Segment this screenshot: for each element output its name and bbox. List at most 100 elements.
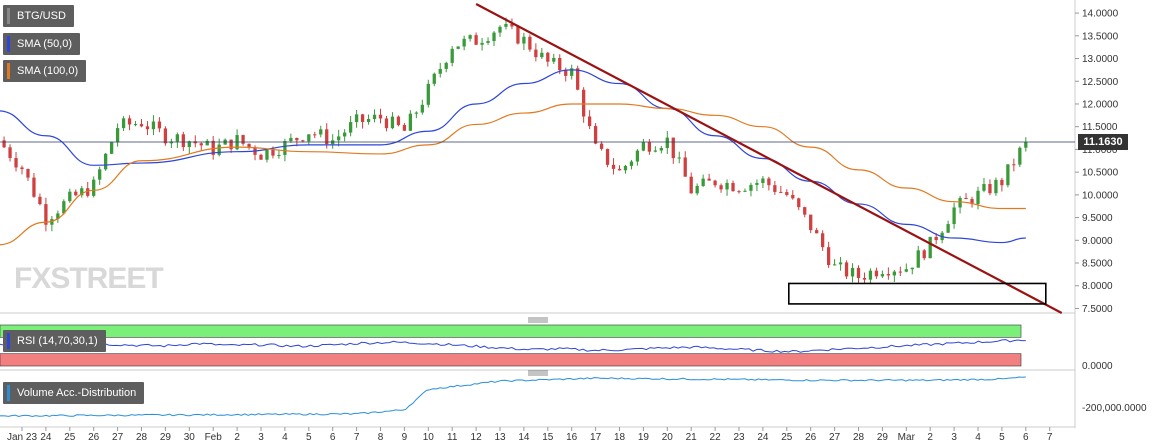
sma100-swatch [7, 63, 10, 79]
trendline [475, 3, 1063, 314]
x-tick-label: 2 [927, 432, 933, 443]
rsi-oversold-band [0, 353, 1022, 367]
sma100-legend[interactable]: SMA (100,0) [3, 60, 87, 82]
candle-body [8, 147, 12, 159]
candle-body [737, 191, 741, 193]
x-tick-label: 30 [184, 432, 196, 443]
x-tick-label: 20 [662, 432, 674, 443]
candle-body [617, 168, 622, 171]
x-tick-label: 27 [112, 432, 124, 443]
x-tick-label: 13 [494, 432, 506, 443]
candle-body [683, 157, 687, 177]
candle-body [337, 136, 341, 141]
candle-body [62, 201, 66, 214]
candle-body [402, 125, 407, 131]
candle-body [151, 121, 156, 130]
x-tick-label: 21 [686, 432, 698, 443]
candle-body [988, 183, 992, 194]
candle-body [516, 26, 520, 44]
candle-body [701, 178, 705, 186]
x-tick-label: 25 [64, 432, 76, 443]
candle-body [187, 141, 191, 148]
candle-body [982, 183, 986, 191]
candle-body [38, 196, 42, 205]
candle-body [468, 35, 472, 39]
sma50-legend[interactable]: SMA (50,0) [3, 33, 81, 55]
candle-body [665, 137, 669, 149]
candle-body [576, 68, 580, 90]
candle-body [127, 118, 132, 125]
x-tick-label: 4 [975, 432, 981, 443]
candle-body [761, 178, 765, 183]
y-tick-label: 13.0000 [1082, 54, 1119, 65]
candle-body [964, 197, 968, 200]
candle-body [946, 224, 950, 233]
x-tick-label: Jan 23 [7, 432, 37, 443]
candle-body [56, 213, 60, 220]
x-tick-label: 7 [1047, 432, 1053, 443]
x-tick-label: 24 [757, 432, 769, 443]
y-tick-label: 13.5000 [1082, 31, 1119, 42]
x-tick-label: 6 [1023, 432, 1029, 443]
candle-body [432, 73, 436, 84]
candle-body [832, 264, 837, 266]
x-tick-label: 8 [378, 432, 384, 443]
x-tick-label: 7 [354, 432, 360, 443]
candle-body [504, 23, 508, 27]
candle-body [1000, 179, 1004, 186]
x-tick-label: 4 [282, 432, 288, 443]
candle-body [952, 207, 956, 225]
candle-body [14, 158, 18, 168]
candle-body [892, 271, 896, 276]
candle-body [868, 270, 873, 280]
candle-body [677, 157, 681, 159]
candle-body [528, 36, 532, 50]
candle-body [277, 154, 281, 156]
x-tick-label: 26 [805, 432, 817, 443]
candle-body [92, 179, 96, 196]
x-tick-label: 5 [306, 432, 312, 443]
candle-body [157, 121, 162, 129]
candle-body [20, 167, 24, 170]
candle-body [898, 271, 902, 273]
candle-body [803, 207, 807, 215]
candle-body [641, 142, 646, 151]
candle-body [522, 36, 526, 44]
candle-body [874, 270, 879, 277]
y-tick-label: 14.0000 [1082, 9, 1119, 20]
rsi-tick-label: 0.0000 [1082, 361, 1113, 372]
candle-body [325, 129, 329, 145]
y-tick-label: 8.5000 [1082, 259, 1113, 270]
y-tick-label: 10.5000 [1082, 168, 1119, 179]
sma50-label: SMA (50,0) [17, 38, 73, 50]
candle-body [426, 83, 430, 105]
highlight-box [787, 282, 1047, 305]
volume-swatch [7, 385, 10, 401]
candle-body [307, 134, 311, 142]
candle-body [826, 247, 831, 266]
candle-body [886, 274, 891, 276]
candle-body [743, 190, 747, 192]
candle-body [175, 134, 179, 142]
x-tick-label: 10 [423, 432, 435, 443]
candle-body [360, 114, 365, 122]
rsi-legend[interactable]: RSI (14,70,30,1) [3, 330, 106, 352]
candle-body [372, 114, 377, 120]
last-price-tag: 11.1630 [1078, 134, 1128, 150]
candle-body [74, 191, 78, 196]
candle-body [366, 119, 371, 122]
candle-body [271, 149, 275, 156]
x-tick-label: 15 [542, 432, 554, 443]
y-tick-label: 7.5000 [1082, 304, 1113, 315]
volume-legend[interactable]: Volume Acc.-Distribution [3, 382, 145, 404]
candle-body [26, 169, 30, 178]
candle-body [934, 236, 938, 241]
candle-body [139, 124, 144, 127]
candle-body [396, 116, 401, 126]
y-tick-label: 12.0000 [1082, 99, 1119, 110]
symbol-legend[interactable]: BTG/USD [3, 5, 74, 27]
x-tick-label: 29 [877, 432, 889, 443]
candle-body [211, 140, 215, 155]
y-tick-label: 11.5000 [1082, 122, 1118, 133]
